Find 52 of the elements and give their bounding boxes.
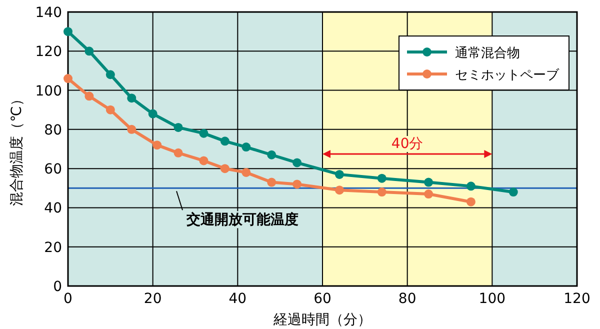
point	[220, 136, 230, 146]
point	[199, 128, 208, 138]
point	[64, 74, 72, 84]
y-tick-label: 120	[35, 44, 62, 60]
point	[84, 46, 94, 56]
x-tick-label: 80	[398, 291, 416, 307]
point	[174, 122, 183, 132]
legend-label: 通常混合物	[455, 46, 520, 61]
y-tick-label: 100	[35, 83, 62, 100]
point	[292, 180, 302, 189]
point	[64, 27, 72, 36]
point	[334, 186, 344, 195]
x-tick-label: 20	[144, 291, 162, 307]
point	[466, 182, 476, 191]
x-tick-label: 120	[564, 291, 590, 307]
point	[334, 170, 344, 179]
legend-label: セミホットペーブ	[455, 68, 560, 83]
point	[377, 188, 386, 197]
point	[127, 124, 136, 134]
point	[377, 174, 386, 183]
y-tick-label: 140	[35, 5, 62, 21]
point	[424, 190, 434, 199]
x-tick-label: 40	[228, 291, 247, 307]
point	[424, 178, 434, 187]
point	[152, 140, 162, 150]
x-tick-label: 100	[478, 291, 506, 307]
point	[174, 148, 183, 158]
point	[267, 178, 276, 187]
y-tick-label: 20	[44, 240, 62, 256]
point	[106, 70, 115, 80]
x-axis-title: 経過時間（分）	[272, 312, 372, 328]
point	[242, 168, 251, 177]
annotation: 交通開放可能温度	[186, 211, 299, 228]
y-tick-label: 80	[44, 122, 62, 138]
point	[106, 105, 115, 114]
x-tick-label: 60	[314, 291, 332, 307]
point	[466, 197, 476, 206]
point	[84, 92, 94, 101]
y-tick-label: 0	[53, 279, 62, 295]
annotation: 40分	[391, 136, 424, 152]
point	[127, 94, 136, 103]
point	[148, 109, 158, 118]
point	[508, 188, 518, 197]
point	[242, 142, 251, 152]
point	[220, 164, 230, 174]
point	[199, 156, 208, 166]
point	[267, 150, 276, 160]
point	[292, 158, 302, 168]
y-axis-title: 混合物温度（℃）	[9, 92, 25, 206]
y-tick-label: 40	[44, 200, 62, 217]
y-tick-label: 60	[44, 162, 62, 178]
x-tick-label: 0	[64, 291, 72, 307]
